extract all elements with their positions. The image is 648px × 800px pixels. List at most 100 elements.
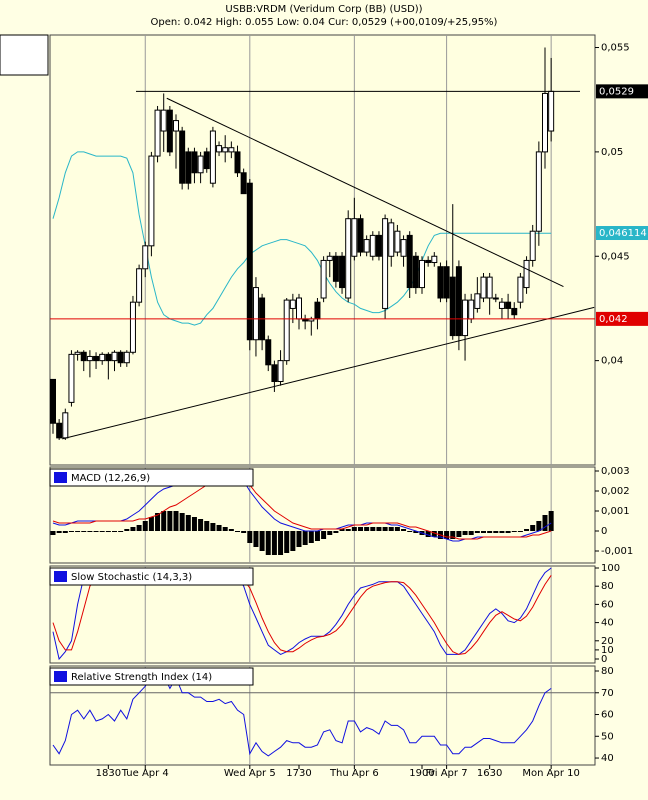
candle-body <box>548 90 555 132</box>
x-tick-label: Thu Apr 6 <box>329 768 379 779</box>
candle-body <box>400 239 407 257</box>
candle-body <box>203 151 210 170</box>
candle-body <box>228 147 235 153</box>
histogram-bar <box>302 531 308 545</box>
candle-body <box>449 276 456 337</box>
candle-body <box>136 268 143 303</box>
y-tick-label: 0,001 <box>601 506 630 517</box>
histogram-bar <box>167 511 173 531</box>
histogram-bar <box>321 531 327 539</box>
histogram-bar <box>327 531 333 535</box>
histogram-bar <box>511 531 517 532</box>
histogram-bar <box>112 531 117 532</box>
candle-body <box>185 151 192 184</box>
histogram-bar <box>265 531 271 555</box>
candle-body <box>443 266 450 299</box>
legend-box <box>49 468 254 487</box>
y-tick-label: 0 <box>601 654 607 665</box>
y-tick-label: 40 <box>601 753 614 764</box>
candle-body <box>148 155 155 247</box>
legend-label: MACD (12,26,9) <box>71 473 150 484</box>
histogram-bar <box>284 531 290 553</box>
candle-body <box>234 151 241 174</box>
histogram-bar <box>235 531 240 532</box>
histogram-bar <box>548 511 554 531</box>
y-tick-label: 80 <box>601 581 614 592</box>
value-box-label: 0,042 <box>599 314 628 325</box>
histogram-bar <box>431 531 437 537</box>
candle-body <box>314 301 321 320</box>
x-tick-label: Mon Apr 10 <box>522 768 579 779</box>
candle-body <box>179 130 186 184</box>
histogram-bar <box>210 523 216 531</box>
histogram-bar <box>179 513 185 531</box>
histogram-bar <box>105 531 111 532</box>
candle-body <box>406 234 413 289</box>
candle-body <box>480 276 487 299</box>
histogram-bar <box>444 531 450 539</box>
candle-body <box>357 218 364 253</box>
header-subtitle: Open: 0.042 High: 0.055 Low: 0.04 Cur: 0… <box>151 17 498 28</box>
candle-body <box>129 301 136 353</box>
legend-box <box>49 567 254 586</box>
y-tick-label: -0,001 <box>601 546 633 557</box>
histogram-bar <box>314 531 320 541</box>
histogram-bar <box>241 531 247 533</box>
plot <box>50 47 595 440</box>
x-tick-label: Wed Apr 5 <box>224 768 276 779</box>
histogram-bar <box>296 531 302 547</box>
y-tick-label: 80 <box>601 666 614 677</box>
candle-body <box>498 301 505 309</box>
histogram-bar <box>87 531 93 532</box>
histogram-bar <box>191 517 197 531</box>
histogram-bar <box>50 531 56 535</box>
candle-body <box>345 218 352 299</box>
candle-body <box>246 182 253 341</box>
candle-body <box>388 222 395 257</box>
histogram-bar <box>198 519 204 531</box>
histogram-bar <box>505 531 511 533</box>
candle-body <box>80 351 87 362</box>
histogram-bar <box>290 531 296 551</box>
histogram-bar <box>148 517 154 531</box>
y-tick-label: 60 <box>601 710 614 721</box>
histogram-bar <box>136 525 142 531</box>
y-tick-label: 0 <box>601 526 607 537</box>
x-tick-label: Fri Apr 7 <box>426 768 468 779</box>
histogram-bar <box>542 515 548 531</box>
candle-body <box>209 130 216 184</box>
legend-box <box>49 667 254 686</box>
value-box <box>596 311 648 326</box>
candle-body <box>394 230 401 253</box>
candle-body <box>283 299 290 362</box>
histogram-bar <box>259 531 265 551</box>
y-tick-label: 0,055 <box>601 43 630 54</box>
histogram-bar <box>493 531 499 533</box>
candle-body <box>86 355 93 362</box>
histogram-bar <box>56 531 62 533</box>
candle-body <box>222 147 229 153</box>
candle-body <box>412 255 419 289</box>
candle-body <box>523 259 530 289</box>
histogram-bar <box>247 531 253 543</box>
series-line <box>52 472 552 540</box>
histogram-bar <box>376 527 382 531</box>
histogram-bar <box>228 529 234 531</box>
histogram-bar <box>124 529 130 531</box>
histogram-bar <box>456 531 462 537</box>
candle-body <box>535 151 542 232</box>
candle-body <box>277 360 284 383</box>
histogram-bar <box>468 531 474 535</box>
candle-body <box>111 351 118 362</box>
candle-body <box>474 293 481 309</box>
y-tick-label: 40 <box>601 618 614 629</box>
histogram-bar <box>530 525 536 531</box>
candle-body <box>468 299 475 320</box>
histogram-bar <box>388 527 394 531</box>
header-title: USBB:VRDM (Veridum Corp (BB) (USD)) <box>225 4 422 15</box>
histogram-bar <box>62 531 68 533</box>
x-tick-label: 1630 <box>477 768 502 779</box>
candle-body <box>197 155 204 174</box>
histogram-bar <box>185 515 191 531</box>
